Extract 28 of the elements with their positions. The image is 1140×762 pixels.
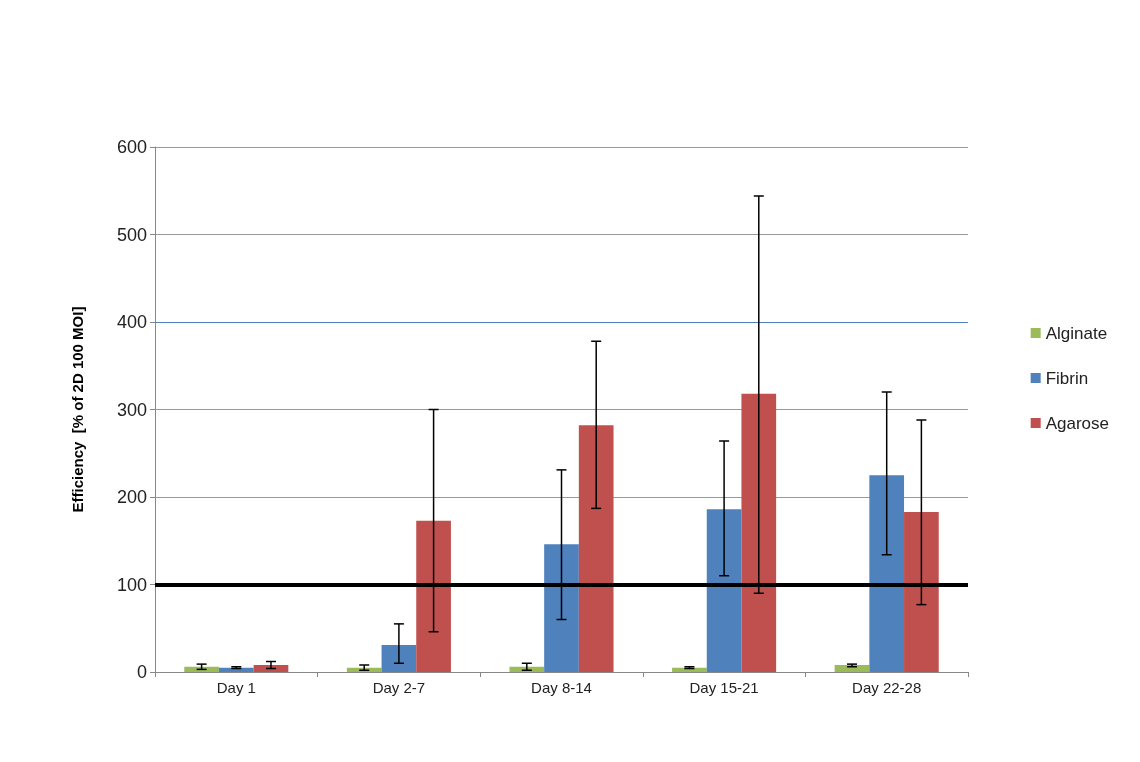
bar [253,665,289,672]
y-tick-label: 0 [136,662,147,682]
y-tick-label: 500 [116,224,147,245]
x-tick-label: Day 1 [216,679,256,696]
x-tick-label: Day 8-14 [531,679,592,696]
y-tick-label: 200 [116,487,147,507]
legend-label: Alginate [1045,323,1108,343]
y-tick-label: 600 [116,137,147,157]
bar [381,644,417,672]
bar [544,544,579,672]
bar [706,509,742,672]
bar [741,393,777,672]
y-tick-label: 400 [116,312,147,332]
bar [416,520,451,672]
bar [509,666,545,672]
y-tick-label: 100 [116,574,147,595]
y-tick-label: 300 [116,399,147,420]
y-axis-title: Efficiency [% of 2D 100 MOI] [69,306,86,513]
bar [869,475,905,672]
x-tick-label: Day 22-28 [852,679,922,696]
legend-label: Fibrin [1045,368,1089,388]
x-tick-label: Day 15-21 [689,679,759,696]
bar [904,511,939,672]
x-tick-label: Day 2-7 [372,679,426,696]
legend-label: Agarose [1045,413,1110,433]
bar [578,425,614,672]
bar [184,666,219,672]
bar [834,665,870,672]
